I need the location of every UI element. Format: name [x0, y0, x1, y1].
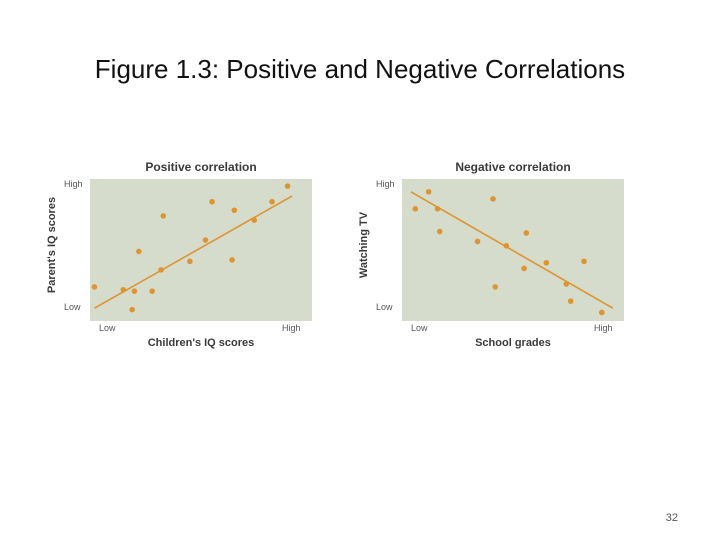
data-point — [567, 298, 574, 304]
data-point — [149, 288, 155, 294]
plot-background — [90, 179, 312, 321]
data-point — [209, 198, 215, 205]
data-point — [269, 198, 275, 205]
data-point — [425, 188, 432, 195]
data-point — [521, 265, 527, 272]
data-point — [523, 230, 530, 236]
data-point — [91, 284, 98, 290]
x-tick-high: High — [594, 323, 613, 333]
y-tick-high: High — [64, 179, 83, 189]
x-tick-low: Low — [99, 323, 116, 333]
data-point — [284, 183, 291, 189]
chart-title: Positive correlation — [145, 160, 257, 174]
data-point — [231, 207, 238, 214]
data-point — [160, 213, 167, 219]
data-point — [251, 217, 258, 223]
data-point — [581, 258, 587, 265]
data-point — [120, 286, 127, 293]
data-point — [131, 288, 138, 294]
chart-title: Negative correlation — [455, 160, 571, 174]
y-tick-low: Low — [376, 302, 393, 312]
data-point — [490, 196, 496, 202]
x-tick-low: Low — [411, 323, 428, 333]
data-point — [492, 284, 499, 290]
slide-title: Figure 1.3: Positive and Negative Correl… — [94, 54, 626, 84]
data-point — [412, 206, 419, 212]
positive-correlation-plot — [90, 179, 312, 321]
page-number: 32 — [665, 512, 678, 524]
data-point — [599, 309, 605, 316]
data-point — [434, 206, 441, 212]
y-tick-low: Low — [64, 302, 81, 312]
x-axis-label: Children's IQ scores — [147, 337, 255, 349]
x-tick-high: High — [282, 323, 301, 333]
data-point — [136, 248, 142, 255]
negative-correlation-plot — [402, 179, 624, 321]
trend-line — [94, 195, 293, 309]
data-point — [129, 306, 135, 313]
data-point — [202, 237, 209, 243]
data-point — [474, 238, 481, 245]
data-point — [563, 281, 570, 287]
data-point — [158, 267, 164, 273]
negative-correlation-chart: Negative correlation Watching TV High Lo… — [354, 155, 624, 355]
data-point — [187, 258, 193, 265]
x-axis-label: School grades — [475, 337, 551, 349]
positive-correlation-chart: Positive correlation Parent's IQ scores … — [42, 155, 312, 355]
data-point — [543, 259, 550, 266]
data-point — [436, 228, 443, 235]
y-tick-high: High — [376, 179, 395, 189]
data-point — [503, 242, 510, 249]
trend-line — [410, 191, 614, 309]
data-point — [229, 257, 235, 263]
